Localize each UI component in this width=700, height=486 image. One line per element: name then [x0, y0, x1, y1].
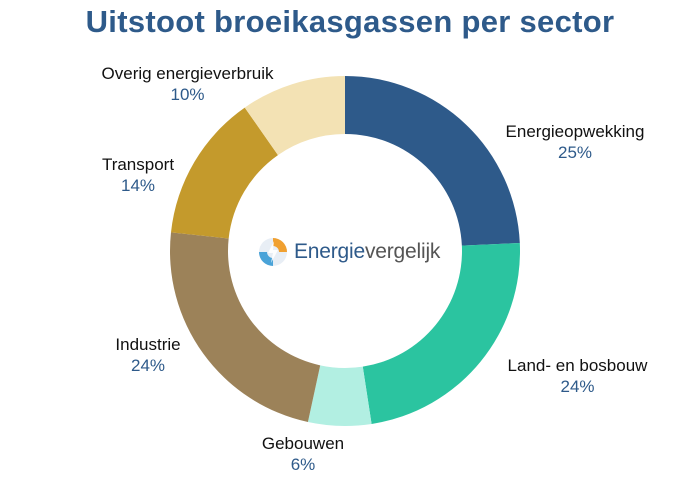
slice-label-percent: 6% [290, 455, 316, 474]
donut-slice-overig-energieverbruik [244, 76, 345, 156]
slice-label-name: Gebouwen [261, 434, 345, 453]
slice-label-overig-energieverbruik: Overig energieverbruik 10% [70, 63, 305, 105]
logo-text-vergelijk: vergelijk [364, 240, 441, 263]
slice-label-name: Industrie [115, 335, 181, 354]
donut-slice-energieopwekking [345, 76, 520, 246]
donut-slice-land-en-bosbouw [362, 242, 521, 424]
donut-slice-transport [170, 107, 278, 239]
slice-label-percent: 24% [130, 356, 166, 375]
slice-label-name: Overig energieverbruik [101, 64, 274, 83]
logo-text-energie: Energie [294, 240, 365, 263]
slice-label-percent: 25% [557, 143, 593, 162]
donut-slice-industrie [170, 232, 321, 423]
slice-label-percent: 24% [560, 377, 595, 396]
slice-label-land-en-bosbouw: Land- en bosbouw 24% [480, 355, 675, 397]
slice-label-transport: Transport 14% [68, 154, 208, 196]
logo-wordmark: Energievergelijk [294, 240, 440, 264]
slice-label-industrie: Industrie 24% [78, 334, 218, 376]
donut-slice-gebouwen [307, 365, 372, 426]
slice-label-gebouwen: Gebouwen 6% [228, 433, 378, 475]
chart-title: Uitstoot broeikasgassen per sector [85, 4, 615, 39]
energievergelijk-logo: Energievergelijk [256, 232, 440, 272]
slice-label-percent: 10% [170, 85, 205, 104]
energy-swirl-icon [259, 238, 287, 266]
slice-label-name: Transport [101, 155, 175, 174]
slice-label-energieopwekking: Energieopwekking 25% [470, 121, 680, 163]
slice-label-name: Energieopwekking [505, 122, 645, 141]
slice-label-name: Land- en bosbouw [507, 356, 648, 375]
slice-label-percent: 14% [120, 176, 156, 195]
